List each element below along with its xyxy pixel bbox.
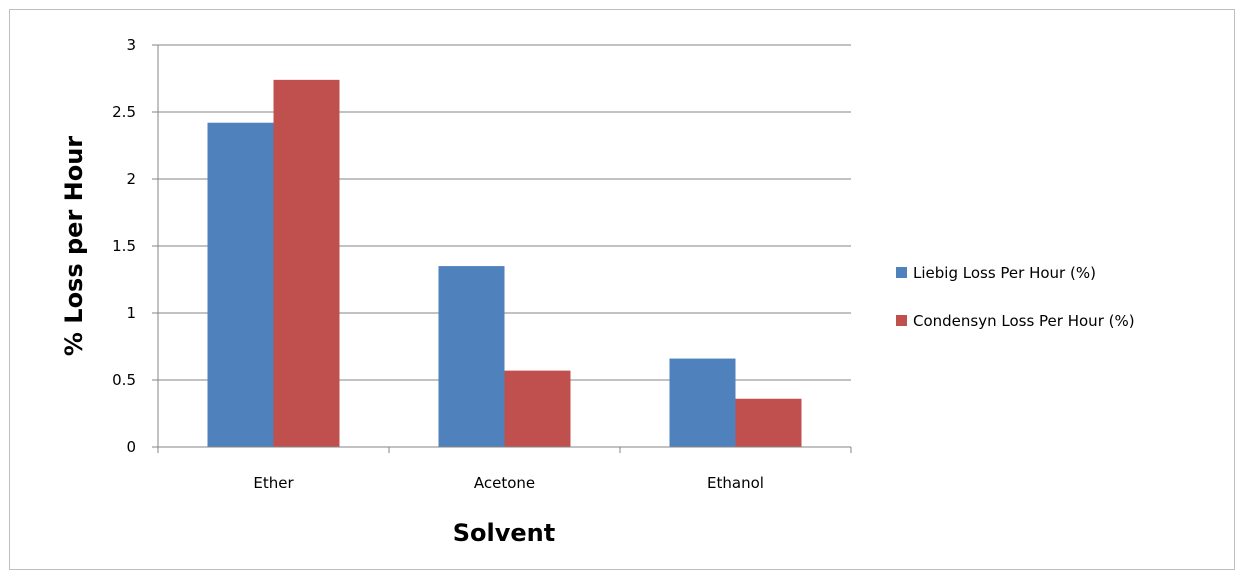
- bar-ether-liebig: [207, 122, 274, 447]
- x-tick-labels: Ether Acetone Ethanol: [253, 474, 764, 492]
- y-tick-label: 1.5: [112, 237, 136, 255]
- x-tick-label: Ethanol: [707, 474, 764, 492]
- bar-acetone-liebig: [438, 266, 505, 447]
- y-tick-label: 1: [126, 304, 136, 322]
- y-tick-label: 2: [126, 170, 136, 188]
- legend-entry: Liebig Loss Per Hour (%): [913, 264, 1096, 282]
- bars: [207, 79, 802, 447]
- bar-ether-condensyn: [273, 79, 340, 447]
- bar-ethanol-condensyn: [735, 398, 802, 447]
- x-axis-title: Solvent: [453, 519, 555, 547]
- y-tick-label: 2.5: [112, 103, 136, 121]
- bar-ethanol-liebig: [669, 358, 736, 447]
- y-tick-label: 0.5: [112, 371, 136, 389]
- y-tick-label: 3: [126, 36, 136, 54]
- x-tick-label: Ether: [253, 474, 294, 492]
- y-axis-title: % Loss per Hour: [60, 136, 88, 356]
- legend-entry: Condensyn Loss Per Hour (%): [913, 312, 1135, 330]
- legend-swatch: [896, 315, 907, 326]
- y-tick-label: 0: [126, 438, 136, 456]
- legend: Liebig Loss Per Hour (%) Condensyn Loss P…: [896, 264, 1135, 330]
- y-tick-labels: 0 0.5 1 1.5 2 2.5 3: [112, 36, 136, 456]
- axes: [157, 45, 852, 453]
- legend-swatch: [896, 267, 907, 278]
- bar-acetone-condensyn: [504, 370, 571, 447]
- x-tick-label: Acetone: [474, 474, 535, 492]
